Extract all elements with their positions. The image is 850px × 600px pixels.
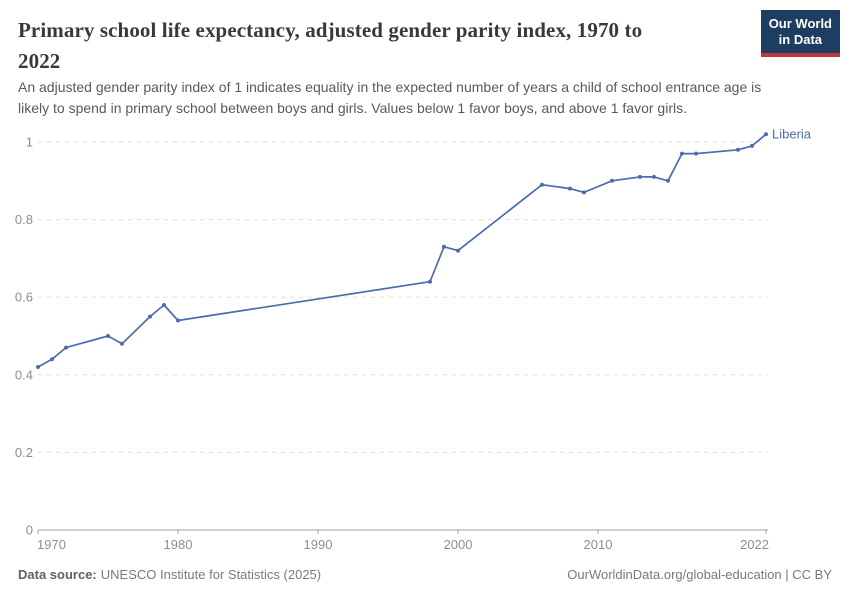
y-tick-label: 0.6 <box>15 290 33 305</box>
data-point-marker[interactable] <box>50 357 54 362</box>
owid-logo-line-1: Our World <box>768 16 832 31</box>
x-tick-label: 1990 <box>304 537 333 552</box>
data-point-marker[interactable] <box>36 365 40 369</box>
data-point-marker[interactable] <box>428 279 432 284</box>
owid-logo[interactable]: Our World in Data <box>760 10 840 57</box>
y-tick-label: 0 <box>26 523 33 538</box>
data-point-marker[interactable] <box>694 151 698 156</box>
x-tick-label: 2000 <box>444 537 473 552</box>
owid-logo-line-2: in Data <box>778 32 823 47</box>
x-tick-label: 1980 <box>164 537 193 552</box>
x-tick-label: 1970 <box>37 537 66 552</box>
y-tick-label: 1 <box>26 135 33 150</box>
page-title-line-1: Primary school life expectancy, adjusted… <box>18 18 643 42</box>
data-point-marker[interactable] <box>652 174 656 179</box>
data-source-label: Data source: <box>18 567 97 582</box>
data-point-marker[interactable] <box>736 147 740 152</box>
data-point-marker[interactable] <box>540 182 544 187</box>
y-tick-label: 0.4 <box>15 367 33 382</box>
data-point-marker[interactable] <box>582 190 586 195</box>
page-subtitle: An adjusted gender parity index of 1 ind… <box>18 77 761 119</box>
x-tick-label: 2022 <box>740 537 769 552</box>
liberia-line-series[interactable] <box>37 133 767 368</box>
data-source: Data source: UNESCO Institute for Statist… <box>18 567 321 583</box>
y-tick-label: 0.8 <box>15 212 33 227</box>
page-subtitle-line-2: likely to spend in primary school betwee… <box>18 100 687 116</box>
data-point-marker[interactable] <box>64 345 68 350</box>
page-subtitle-line-1: An adjusted gender parity index of 1 ind… <box>18 79 762 95</box>
data-point-marker[interactable] <box>162 303 166 307</box>
data-point-marker[interactable] <box>610 178 614 183</box>
data-point-marker[interactable] <box>456 248 460 253</box>
data-point-marker[interactable] <box>120 341 124 346</box>
data-point-marker[interactable] <box>680 151 684 156</box>
data-point-marker[interactable] <box>764 132 768 137</box>
page-title-line-2: 2022 <box>18 49 61 73</box>
page-title: Primary school life expectancy, adjusted… <box>18 15 642 77</box>
data-point-marker[interactable] <box>568 186 572 191</box>
data-point-marker[interactable] <box>148 314 152 319</box>
data-source-text: UNESCO Institute for Statistics (2025) <box>100 567 322 582</box>
data-point-marker[interactable] <box>442 244 446 249</box>
y-tick-label: 0.2 <box>15 445 33 460</box>
data-point-marker[interactable] <box>638 174 642 179</box>
entity-label-liberia[interactable]: Liberia <box>772 127 812 142</box>
credit-link[interactable]: OurWorldinData.org/global-education | CC… <box>567 567 832 582</box>
data-point-marker[interactable] <box>106 334 110 338</box>
chart-footer: Data source: UNESCO Institute for Statist… <box>18 567 832 583</box>
data-point-marker[interactable] <box>666 178 670 183</box>
x-tick-label: 2010 <box>584 537 613 552</box>
data-point-marker[interactable] <box>750 143 754 148</box>
data-point-marker[interactable] <box>176 318 180 323</box>
